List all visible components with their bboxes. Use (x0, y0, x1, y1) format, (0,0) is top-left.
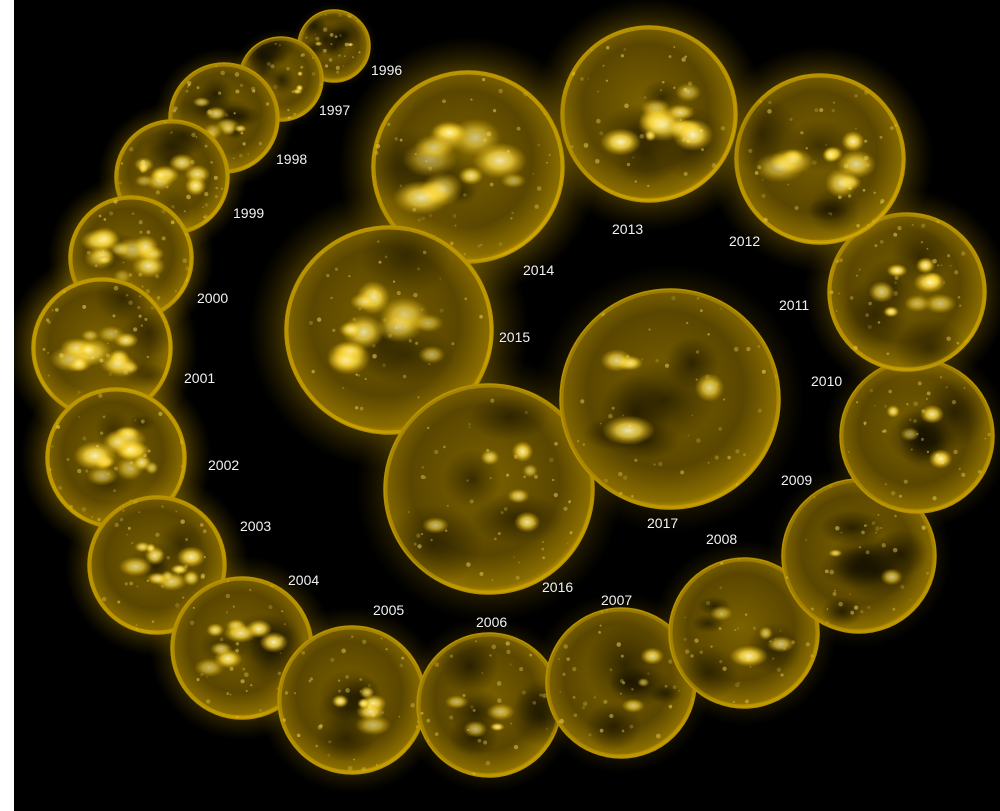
sun-disk-2005 (258, 606, 446, 794)
sun-disk-2006 (400, 616, 578, 794)
sun-disk-spiral (14, 0, 1000, 794)
sun-disk-2017 (535, 264, 805, 534)
solar-cycle-collage: 1996 1997 1998 1999 2000 2001 2002 2003 2004 2005… (14, 0, 1000, 811)
sun-disk-2010 (822, 341, 1000, 531)
